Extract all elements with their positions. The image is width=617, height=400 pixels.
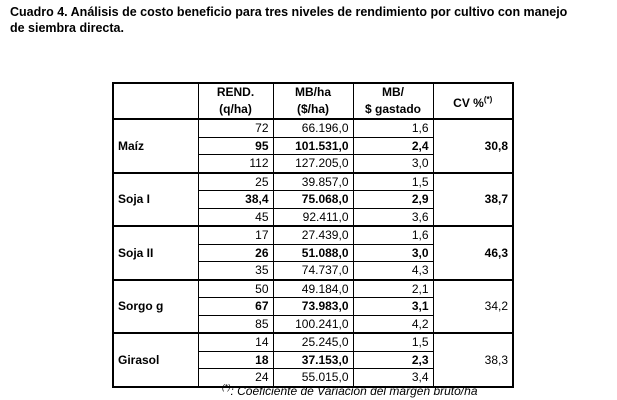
table-row: 24 55.015,0 3,4 <box>113 368 513 388</box>
value-cell: 25.245,0 <box>272 332 354 351</box>
cv-cell: 34,2 <box>432 279 514 334</box>
header-line: REND. <box>203 84 269 101</box>
header-text: MB/ha <box>295 85 331 99</box>
value-cell: 35 <box>197 261 274 281</box>
table-row: Soja I 25 39.857,0 1,5 38,7 <box>112 172 514 227</box>
table-row: 45 92.411,0 3,6 <box>113 207 513 227</box>
value-cell: 101.531,0 <box>272 136 354 155</box>
value-cell: 18 <box>197 350 274 369</box>
header-text: REND. <box>216 85 255 99</box>
header-line: ($/ha) <box>296 102 329 116</box>
table-row: 95 101.531,0 2,4 <box>113 136 513 155</box>
value-cell: 45 <box>197 207 274 227</box>
value-cell: 26 <box>197 243 274 262</box>
value-cell: 73.983,0 <box>272 297 354 315</box>
value-cell: 1,5 <box>352 332 434 351</box>
table: REND. (q/ha) MB/ha ($/ha) MB/ $ gastado CV %(*… <box>112 82 514 388</box>
header-cell: MB/ $ gastado <box>352 82 434 120</box>
value-cell: 3,1 <box>352 297 434 315</box>
value-cell: 67 <box>197 297 274 315</box>
value-cell: 92.411,0 <box>272 207 354 227</box>
value-cell: 3,0 <box>352 154 434 174</box>
header-line: MB/ha <box>278 84 349 101</box>
value-cell: 112 <box>197 154 274 174</box>
value-cell: 2,4 <box>352 136 434 155</box>
crop-cell: Maíz <box>112 118 199 174</box>
table-row: Sorgo g 50 49.184,0 2,1 34,2 <box>112 279 514 334</box>
value-cell: 127.205,0 <box>272 154 354 174</box>
table-row: 85 100.241,0 4,2 <box>113 314 513 334</box>
table-row: 38,4 75.068,0 2,9 <box>113 190 513 208</box>
cv-cell: 30,8 <box>432 118 514 174</box>
value-cell: 55.015,0 <box>272 368 354 388</box>
value-cell: 37.153,0 <box>272 350 354 369</box>
cv-cell: 38,7 <box>432 172 514 227</box>
value-cell: 85 <box>197 314 274 334</box>
value-cell: 24 <box>197 368 274 388</box>
header-cell: REND. (q/ha) <box>197 82 274 120</box>
table-row: 67 73.983,0 3,1 <box>113 297 513 315</box>
crop-cell: Girasol <box>112 332 199 388</box>
value-cell: 50 <box>197 279 274 298</box>
header-sup: (*) <box>483 94 493 104</box>
value-cell: 4,2 <box>352 314 434 334</box>
value-cell: 66.196,0 <box>272 118 354 137</box>
value-cell: 1,6 <box>352 225 434 244</box>
value-cell: 17 <box>197 225 274 244</box>
title-line: Cuadro 4. Análisis de costo beneficio pa… <box>10 5 568 19</box>
value-cell: 51.088,0 <box>272 243 354 262</box>
header-line: CV %(*) <box>438 91 509 112</box>
header-cell: MB/ha ($/ha) <box>272 82 354 120</box>
value-cell: 1,6 <box>352 118 434 137</box>
table-row: Soja II 17 27.439,0 1,6 46,3 <box>112 225 514 281</box>
value-cell: 75.068,0 <box>272 190 354 208</box>
value-cell: 3,0 <box>352 243 434 262</box>
header-cell <box>112 82 199 120</box>
cv-cell: 38,3 <box>432 332 514 388</box>
value-cell: 3,4 <box>352 368 434 388</box>
value-cell: 72 <box>197 118 274 137</box>
value-cell: 25 <box>197 172 274 191</box>
header-text: CV % <box>453 95 484 110</box>
value-cell: 38,4 <box>197 190 274 208</box>
value-cell: 95 <box>197 136 274 155</box>
value-cell: 39.857,0 <box>272 172 354 191</box>
footnote: (*): Coeficiente de Variación del margen… <box>222 383 478 398</box>
header-row: REND. (q/ha) MB/ha ($/ha) MB/ $ gastado CV %(*… <box>112 82 514 120</box>
value-cell: 1,5 <box>352 172 434 191</box>
cv-cell: 46,3 <box>432 225 514 281</box>
crop-cell: Soja II <box>112 225 199 281</box>
header-line: MB/ <box>358 84 429 101</box>
table-row: 35 74.737,0 4,3 <box>113 261 513 281</box>
footnote-mark: (*) <box>222 383 231 392</box>
footnote-text: : Coeficiente de Variación del margen br… <box>230 384 478 398</box>
value-cell: 100.241,0 <box>272 314 354 334</box>
crop-cell: Sorgo g <box>112 279 199 334</box>
value-cell: 3,6 <box>352 207 434 227</box>
header-line: (q/ha) <box>219 102 252 116</box>
header-cell: CV %(*) <box>432 82 514 120</box>
value-cell: 14 <box>197 332 274 351</box>
value-cell: 49.184,0 <box>272 279 354 298</box>
value-cell: 2,3 <box>352 350 434 369</box>
table-row: Girasol 14 25.245,0 1,5 38,3 <box>112 332 514 388</box>
value-cell: 4,3 <box>352 261 434 281</box>
table-row: Maíz 72 66.196,0 1,6 30,8 <box>112 118 514 174</box>
value-cell: 2,9 <box>352 190 434 208</box>
header-line: $ gastado <box>364 102 421 116</box>
value-cell: 2,1 <box>352 279 434 298</box>
header-text: MB/ <box>382 85 404 99</box>
table-row: 112 127.205,0 3,0 <box>113 154 513 174</box>
table-row: 26 51.088,0 3,0 <box>113 243 513 262</box>
title-line: de siembra directa. <box>10 21 124 35</box>
title: Cuadro 4. Análisis de costo beneficio pa… <box>10 4 567 36</box>
value-cell: 27.439,0 <box>272 225 354 244</box>
table-row: 18 37.153,0 2,3 <box>113 350 513 369</box>
crop-cell: Soja I <box>112 172 199 227</box>
value-cell: 74.737,0 <box>272 261 354 281</box>
